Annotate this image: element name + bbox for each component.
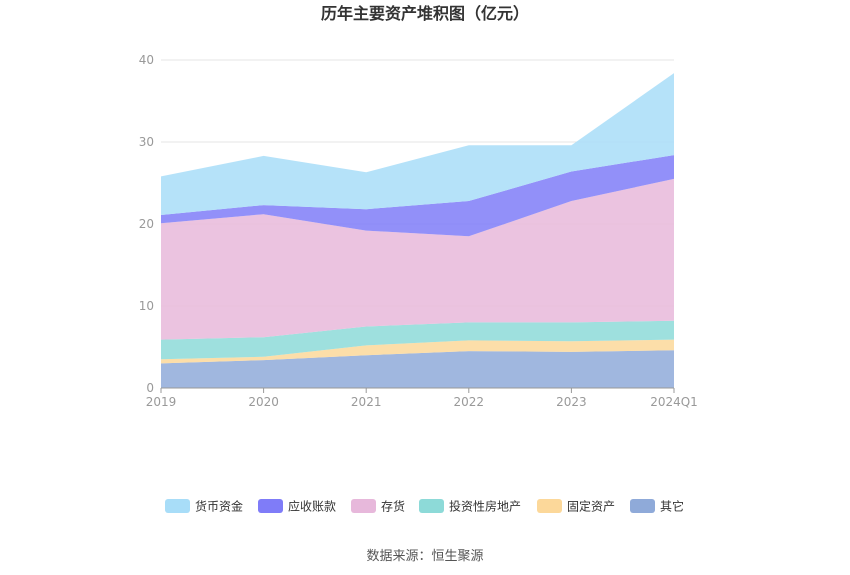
legend-swatch-3	[419, 499, 444, 513]
x-tick-label-5: 2024Q1	[650, 395, 698, 409]
legend-label-2: 存货	[381, 499, 405, 514]
x-tick-label-2: 2021	[351, 395, 382, 409]
x-tick-label-4: 2023	[556, 395, 587, 409]
area-series-4	[161, 155, 674, 237]
y-tick-label-30: 30	[139, 135, 154, 149]
legend-label-5: 其它	[660, 499, 684, 514]
legend-label-0: 货币资金	[195, 499, 243, 514]
area-series-0	[161, 350, 674, 388]
area-series-5	[161, 73, 674, 215]
x-tick-label-3: 2022	[454, 395, 485, 409]
x-tick-label-1: 2020	[248, 395, 279, 409]
legend-swatch-5	[630, 499, 655, 513]
area-series-2	[161, 320, 674, 360]
legend-swatch-1	[258, 499, 283, 513]
area-series-1	[161, 339, 674, 364]
chart-title: 历年主要资产堆积图（亿元）	[321, 4, 529, 23]
legend: 货币资金 应收账款 存货 投资性房地产 固定资产 其它	[165, 499, 684, 514]
legend-label-1: 应收账款	[288, 499, 336, 514]
legend-swatch-4	[537, 499, 562, 513]
legend-swatch-0	[165, 499, 190, 513]
y-tick-label-20: 20	[139, 217, 154, 231]
area-series-3	[161, 178, 674, 340]
data-source: 数据来源：恒生聚源	[366, 549, 483, 564]
axes: 0 10 20 30 40 2019 2020 2021 2022 2023 2024Q1	[139, 53, 698, 409]
y-tick-label-0: 0	[146, 381, 154, 395]
y-tick-label-40: 40	[139, 53, 154, 67]
legend-label-4: 固定资产	[567, 499, 615, 514]
area-series	[161, 73, 674, 388]
x-tick-label-0: 2019	[146, 395, 177, 409]
y-tick-label-10: 10	[139, 299, 154, 313]
legend-swatch-2	[351, 499, 376, 513]
legend-label-3: 投资性房地产	[449, 499, 521, 514]
